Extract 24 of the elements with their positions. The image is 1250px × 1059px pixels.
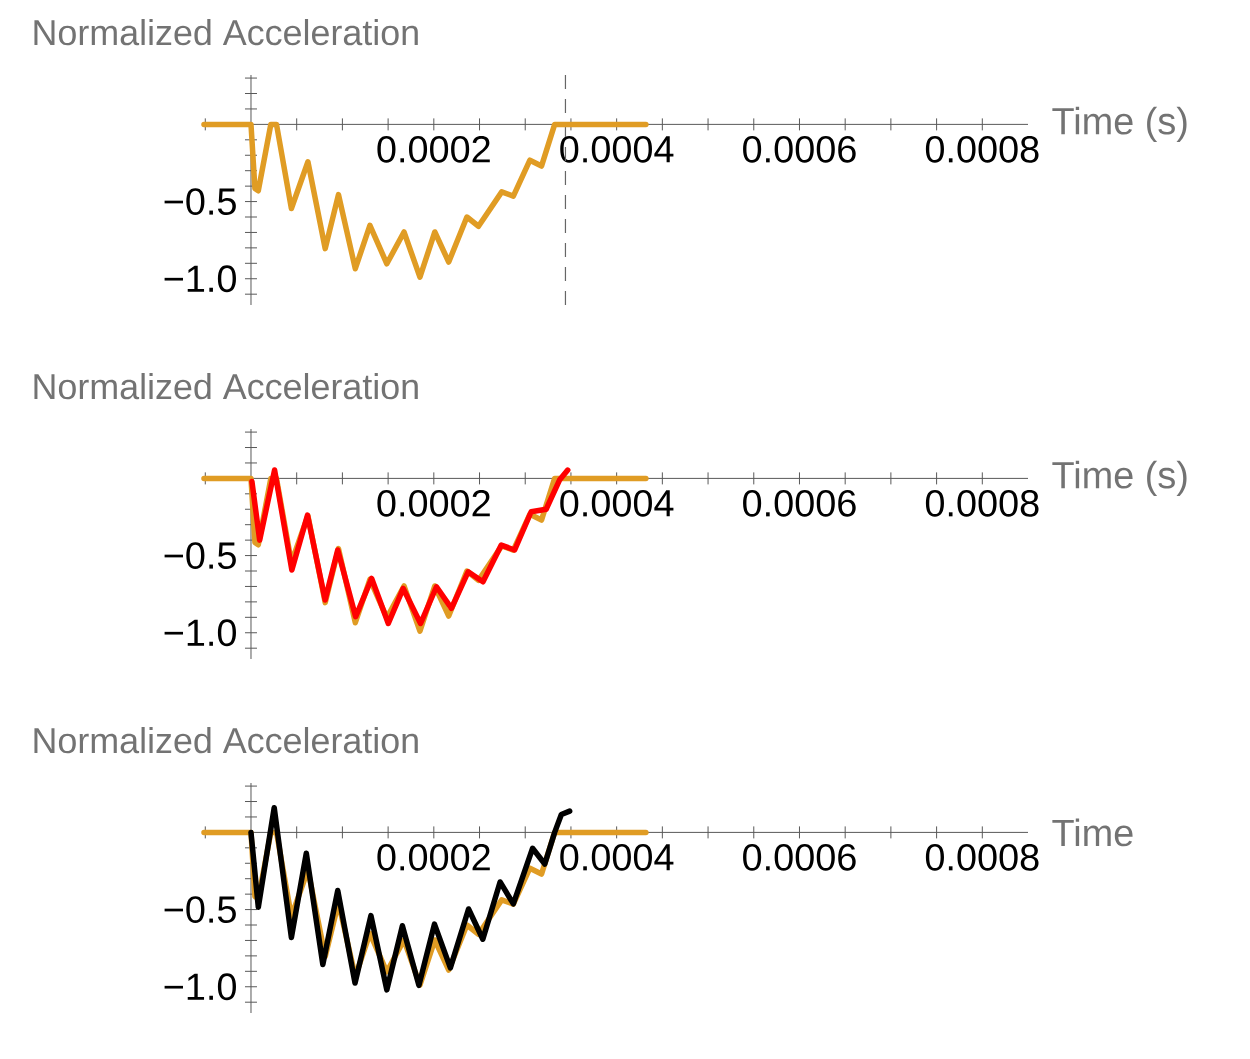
y-tick-label: −1.0: [164, 265, 236, 293]
x-tick-label: 0.0004: [560, 135, 674, 163]
y-axis-title: Normalized Acceleration: [34, 727, 418, 754]
x-tick-label: 0.0004: [560, 843, 674, 871]
y-axis-title: Normalized Acceleration: [34, 19, 418, 46]
x-tick-label: 0.0004: [560, 489, 674, 517]
x-tick-label: 0.0002: [377, 135, 490, 163]
x-tick-label: 0.0006: [743, 489, 856, 517]
x-axis-title: Time (s): [1052, 106, 1187, 143]
x-tick-label: 0.0008: [925, 843, 1039, 871]
x-tick-label: 0.0008: [925, 135, 1039, 163]
x-tick-label: 0.0006: [743, 843, 856, 871]
y-tick-label: −0.5: [164, 542, 236, 569]
x-tick-label: 0.0002: [377, 843, 490, 871]
y-tick-label: −1.0: [164, 619, 236, 647]
y-tick-label: −0.5: [164, 188, 236, 215]
y-axis-title: Normalized Acceleration: [34, 373, 418, 400]
x-axis-title: Time (s): [1052, 460, 1187, 497]
x-tick-label: 0.0008: [925, 489, 1039, 517]
y-tick-label: −0.5: [164, 896, 236, 923]
x-axis-title: Time: [1052, 818, 1133, 847]
x-tick-label: 0.0006: [743, 135, 856, 163]
y-tick-label: −1.0: [164, 973, 236, 1001]
x-tick-label: 0.0002: [377, 489, 490, 517]
